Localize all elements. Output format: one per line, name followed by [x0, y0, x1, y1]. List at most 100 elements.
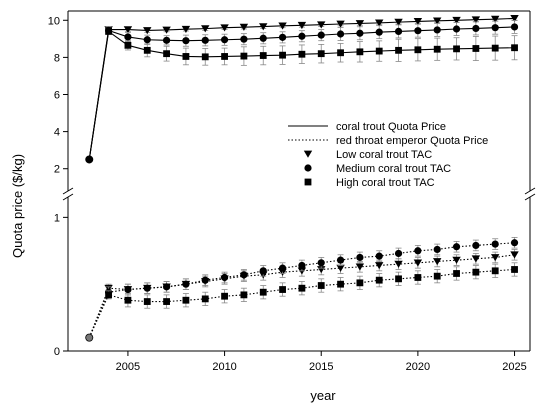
- y-tick-label: 1: [54, 212, 60, 224]
- data-point: [143, 36, 151, 44]
- data-point: [452, 25, 461, 33]
- data-point: [414, 247, 422, 255]
- y-axis-title: Quota price ($/kg): [10, 154, 25, 258]
- x-tick-label: 2025: [502, 361, 526, 373]
- legend-label: red throat emperor Quota Price: [336, 135, 488, 147]
- data-point: [356, 253, 364, 262]
- data-point: [278, 264, 287, 272]
- data-point: [452, 256, 461, 264]
- data-point: [491, 44, 499, 52]
- data-point: [298, 32, 306, 40]
- data-point: [375, 276, 383, 284]
- data-point: [259, 23, 268, 31]
- legend-marker: [303, 150, 313, 158]
- data-point: [124, 33, 132, 41]
- data-point: [375, 252, 383, 260]
- data-point: [221, 53, 228, 60]
- data-point: [220, 273, 229, 282]
- data-point: [105, 291, 112, 299]
- data-point: [453, 270, 460, 277]
- data-point: [413, 18, 423, 26]
- data-point: [317, 259, 325, 267]
- data-point: [201, 25, 210, 33]
- data-point: [337, 280, 344, 288]
- data-point: [414, 46, 422, 54]
- data-point: [201, 36, 209, 44]
- data-point: [433, 245, 441, 254]
- data-point: [472, 24, 480, 33]
- x-axis-title: year: [310, 388, 336, 403]
- y-tick-label: 8: [54, 52, 60, 64]
- data-point: [182, 53, 190, 60]
- data-point: [375, 262, 384, 270]
- data-point: [298, 284, 306, 292]
- upper-series-2: [88, 28, 518, 160]
- lower-line-0: [88, 254, 515, 338]
- data-point: [124, 285, 132, 294]
- data-point: [394, 249, 403, 258]
- data-point: [356, 279, 364, 287]
- data-point: [201, 53, 209, 61]
- data-point: [355, 20, 365, 28]
- data-point: [278, 22, 287, 30]
- x-tick-label: 2020: [406, 361, 430, 373]
- data-point: [394, 18, 403, 26]
- data-point: [278, 33, 287, 41]
- data-point: [163, 298, 170, 305]
- data-point: [471, 255, 481, 263]
- lower-start-point: [85, 333, 94, 342]
- lower-series-2: [88, 262, 518, 338]
- lower-line-2: [88, 268, 515, 338]
- data-point: [182, 296, 190, 304]
- x-tick-label: 2015: [309, 361, 333, 373]
- data-point: [279, 286, 286, 293]
- y-tick-label: 10: [48, 15, 60, 27]
- data-point: [240, 271, 248, 279]
- data-point: [298, 261, 306, 270]
- legend: coral trout Quota Price red throat empero…: [288, 121, 488, 189]
- data-point: [259, 267, 267, 275]
- data-point: [472, 268, 480, 276]
- data-point: [510, 23, 519, 31]
- data-point: [162, 36, 171, 44]
- data-point: [375, 28, 383, 36]
- data-point: [472, 241, 480, 250]
- legend-marker: [304, 164, 312, 172]
- data-point: [124, 296, 132, 304]
- data-point: [511, 44, 518, 52]
- upper-start-point: [85, 155, 94, 164]
- data-point: [433, 17, 442, 25]
- data-point: [182, 280, 190, 288]
- data-point: [375, 19, 384, 27]
- y-tick-label: 4: [54, 127, 60, 139]
- data-point: [356, 48, 364, 56]
- data-point: [163, 50, 170, 58]
- x-tick-label: 2005: [116, 361, 140, 373]
- data-point: [259, 52, 267, 59]
- axes: 2 4 6 8 10 0 1 2005 2010 2015 2020 2025: [48, 10, 536, 373]
- data-point: [201, 276, 209, 284]
- data-point: [259, 34, 267, 42]
- data-point: [433, 272, 441, 280]
- data-point: [471, 16, 481, 24]
- data-point: [414, 27, 422, 35]
- data-point: [124, 41, 132, 49]
- data-point: [143, 46, 151, 54]
- data-point: [491, 240, 499, 248]
- data-point: [355, 263, 365, 271]
- legend-label: Medium coral trout TAC: [336, 163, 451, 175]
- data-point: [453, 45, 460, 53]
- data-point: [317, 282, 325, 289]
- data-point: [298, 50, 306, 58]
- data-point: [239, 23, 249, 31]
- data-point: [394, 27, 403, 36]
- data-point: [201, 295, 209, 303]
- axis-break-mark-right: [524, 187, 536, 195]
- legend-label: Low coral trout TAC: [336, 149, 432, 161]
- data-point: [356, 29, 364, 37]
- y-tick-label: 2: [54, 164, 60, 176]
- legend-label: coral trout Quota Price: [336, 121, 446, 133]
- y-tick-label: 0: [54, 346, 60, 358]
- data-point: [491, 24, 499, 32]
